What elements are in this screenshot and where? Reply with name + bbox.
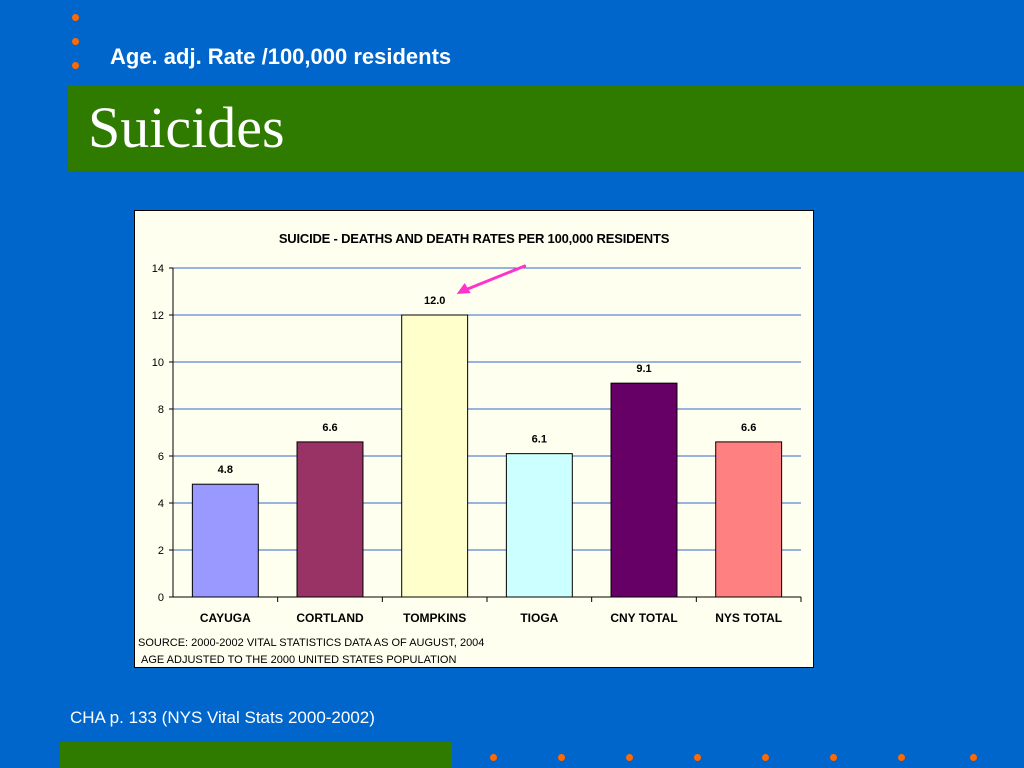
orange-dot-icon (762, 754, 769, 761)
orange-dot-icon (626, 754, 633, 761)
data-label: 6.6 (741, 422, 756, 434)
footer-citation: CHA p. 133 (NYS Vital Stats 2000-2002) (70, 708, 375, 727)
orange-dot-icon (72, 38, 79, 45)
x-category-label: CORTLAND (296, 611, 364, 625)
y-tick-label: 12 (152, 310, 164, 322)
slide-subtitle: Age. adj. Rate /100,000 residents (110, 44, 452, 69)
data-label: 9.1 (636, 363, 651, 375)
data-label: 12.0 (424, 295, 445, 307)
y-tick-label: 10 (152, 357, 164, 369)
title-band: Suicides (68, 85, 1024, 171)
bar-cortland (296, 441, 364, 598)
chart-source-line-2: AGE ADJUSTED TO THE 2000 UNITED STATES P… (141, 654, 457, 666)
x-category-label: TIOGA (520, 611, 558, 625)
annotation-arrow-shaft (461, 264, 527, 293)
orange-dot-icon (898, 754, 905, 761)
bar-cayuga (191, 483, 259, 598)
orange-dot-icon (970, 754, 977, 761)
orange-dot-icon (72, 14, 79, 21)
x-category-label: CNY TOTAL (610, 611, 677, 625)
orange-dot-icon (694, 754, 701, 761)
chart-source-line-1: SOURCE: 2000-2002 VITAL STATISTICS DATA … (138, 637, 485, 649)
bar-tioga (505, 453, 573, 598)
data-label: 6.6 (322, 422, 337, 434)
chart-title: SUICIDE - DEATHS AND DEATH RATES PER 100… (278, 231, 670, 246)
annotation-arrow-head (456, 283, 471, 294)
orange-dot-icon (490, 754, 497, 761)
orange-dot-icon (830, 754, 837, 761)
y-tick-label: 8 (158, 404, 164, 416)
orange-dot-icon (558, 754, 565, 761)
orange-dot-icon (72, 62, 79, 69)
data-label: 4.8 (218, 464, 233, 476)
bar-nys-total (715, 441, 783, 598)
bar-chart: 0 2 4 6 8 10 12 14 4.8 CAYUGA 6.6 CORTLAND 12.0 TOMPK… (152, 263, 802, 625)
bar-cny-total (610, 382, 678, 598)
chart-container: SUICIDE - DEATHS AND DEATH RATES PER 100… (134, 210, 814, 668)
bar-tompkins (401, 314, 469, 598)
y-tick-label: 4 (158, 498, 164, 510)
slide-title: Suicides (88, 95, 285, 160)
decorative-dots-bottom (490, 754, 990, 764)
x-category-label: CAYUGA (200, 611, 251, 625)
x-category-label: NYS TOTAL (715, 611, 782, 625)
decorative-dots-left (70, 10, 82, 74)
y-tick-label: 2 (158, 545, 164, 557)
y-tick-label: 6 (158, 451, 164, 463)
x-category-label: TOMPKINS (403, 611, 466, 625)
data-label: 6.1 (532, 434, 547, 446)
y-tick-label: 14 (152, 263, 164, 275)
y-tick-label: 0 (158, 592, 164, 604)
bottom-band (60, 742, 452, 768)
